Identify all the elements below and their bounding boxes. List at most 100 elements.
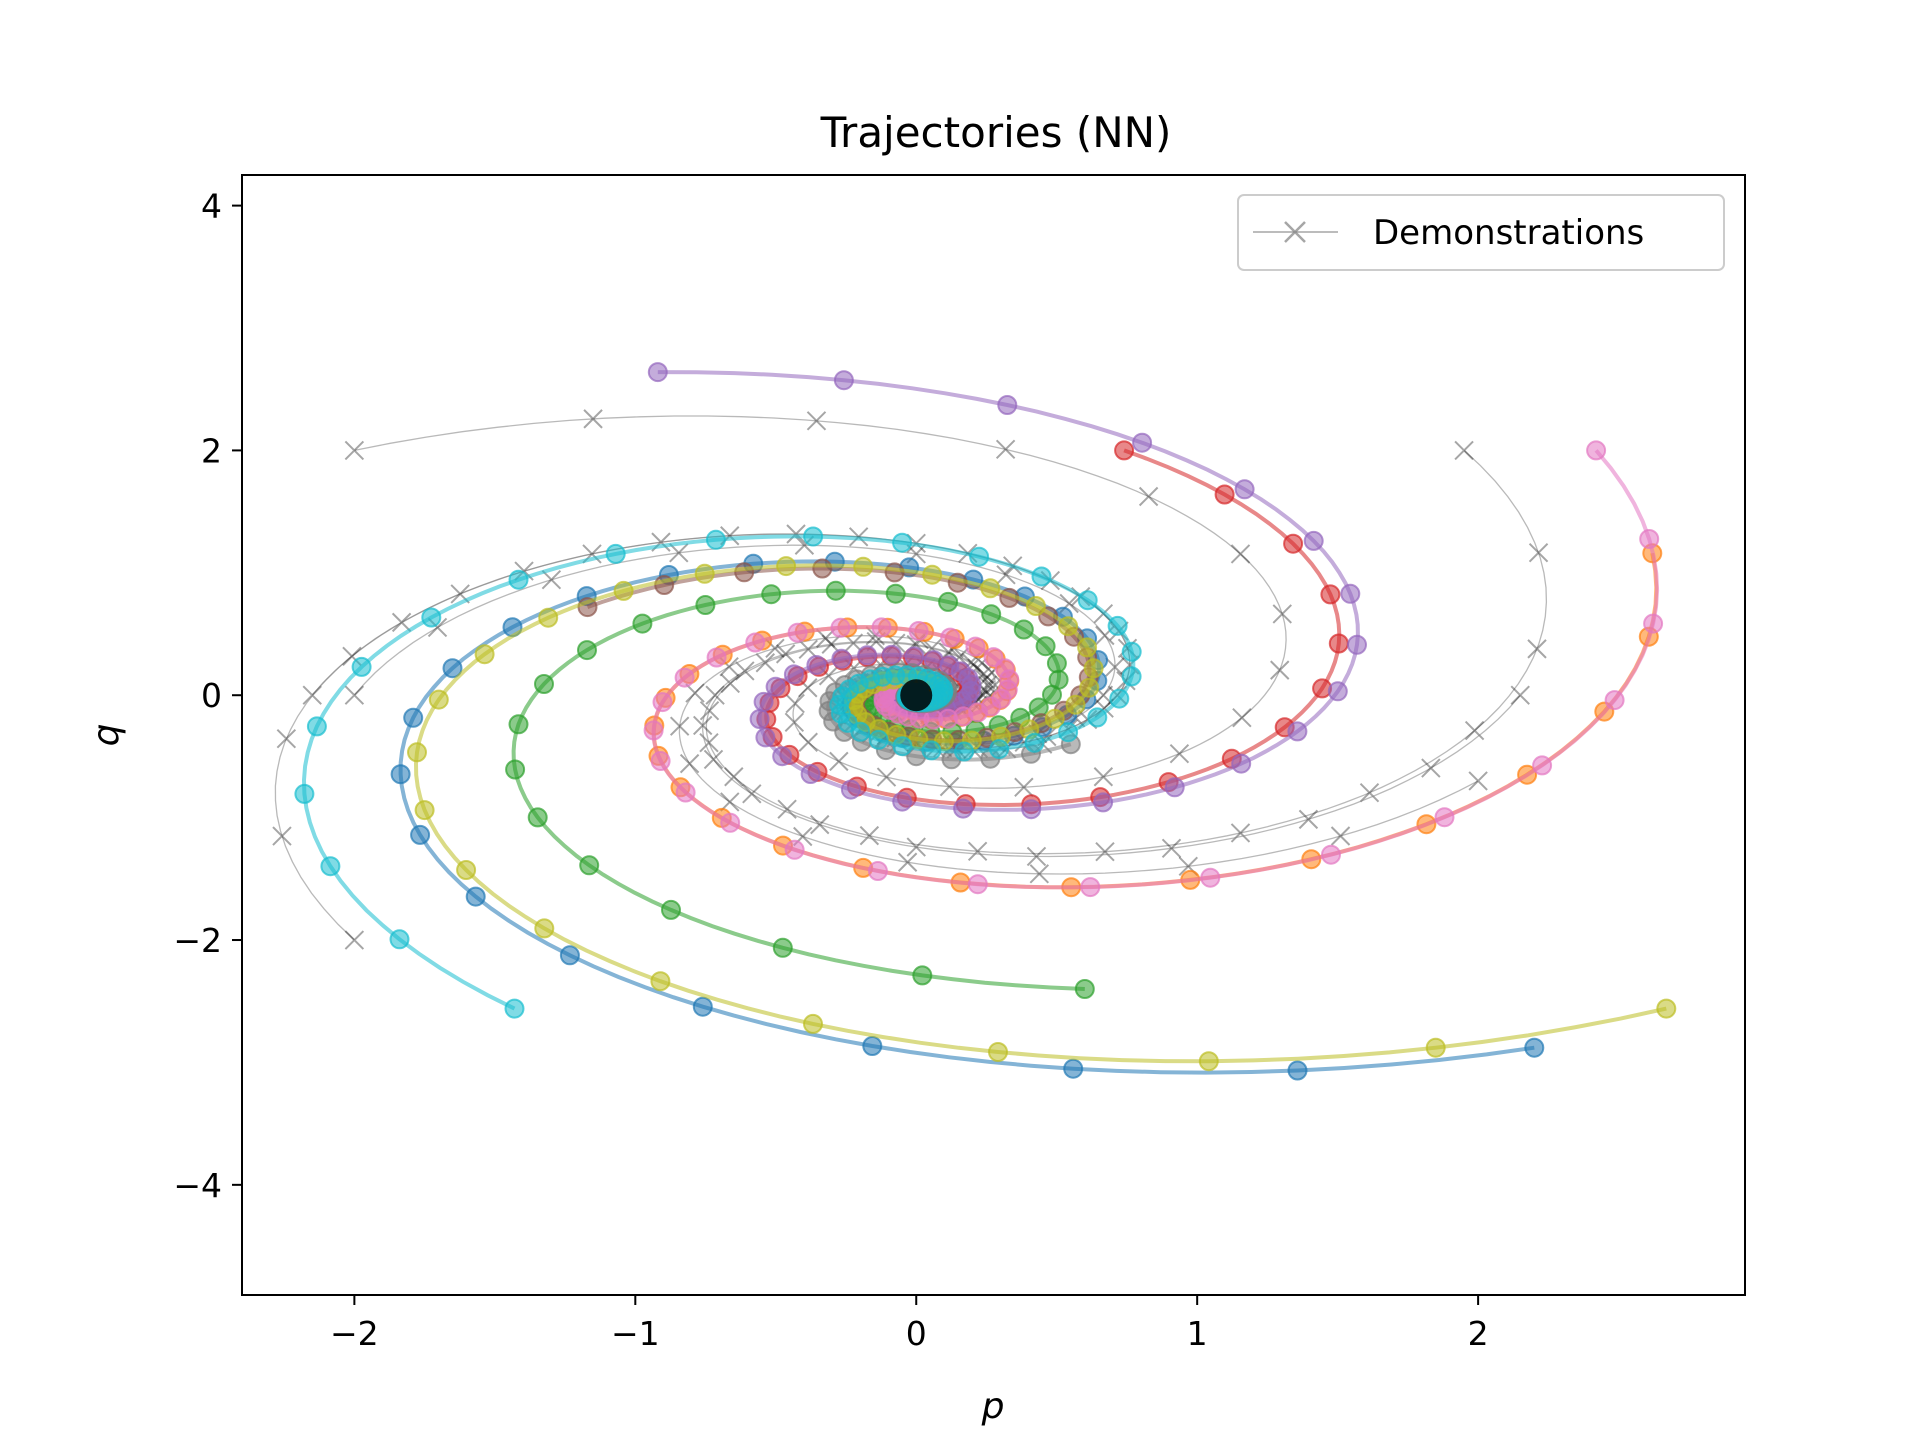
demonstration-marker xyxy=(1105,657,1125,677)
x-axis: −2 −1 0 1 2 xyxy=(330,1295,1489,1353)
nn-trajectory-point xyxy=(508,714,529,735)
nn-trajectory-point xyxy=(706,647,727,668)
nn-trajectory-point xyxy=(825,580,846,601)
nn-trajectory-point xyxy=(1121,641,1142,662)
x-tick-label: −1 xyxy=(611,1314,660,1353)
demonstration-marker xyxy=(1464,720,1485,741)
nn-trajectory-point xyxy=(320,856,341,877)
nn-trajectory-point xyxy=(1021,799,1042,820)
demonstration-marker xyxy=(785,693,805,714)
nn-trajectory-point xyxy=(745,632,766,653)
nn-trajectory-point xyxy=(1079,677,1100,698)
nn-trajectory-point xyxy=(803,526,824,547)
nn-trajectory-point xyxy=(465,886,486,907)
nn-trajectory-point xyxy=(527,807,548,828)
nn-trajectory-point xyxy=(534,918,555,939)
nn-trajectory-point xyxy=(1303,530,1324,551)
nn-trajectory-point xyxy=(940,627,961,648)
nn-trajectory-point xyxy=(1058,616,1079,637)
demonstration-marker xyxy=(724,767,744,787)
nn-trajectory-point xyxy=(694,563,715,584)
nn-trajectory-point xyxy=(692,996,713,1017)
nn-trajectory-point xyxy=(969,546,990,567)
nn-trajectory-point xyxy=(761,584,782,605)
nn-trajectory-point xyxy=(407,742,427,763)
legend-x-marker xyxy=(1284,221,1306,243)
demonstration-marker xyxy=(1095,841,1115,862)
demonstration-marker xyxy=(735,661,755,681)
nn-trajectory-point xyxy=(1024,732,1045,753)
demonstration-marker xyxy=(755,653,776,673)
nn-trajectory-point xyxy=(803,1013,823,1034)
nn-trajectory-point xyxy=(474,644,495,665)
nn-trajectory-point xyxy=(652,692,673,713)
demonstration-marker xyxy=(703,749,724,770)
nn-trajectory-point xyxy=(294,783,315,804)
nn-trajectory-point xyxy=(1093,792,1114,813)
nn-trajectory-point xyxy=(765,676,786,697)
demonstration-marker xyxy=(1093,767,1114,787)
nn-trajectory-point xyxy=(1198,1051,1219,1072)
nn-trajectory-point xyxy=(753,691,774,712)
demonstration-marker xyxy=(1014,777,1034,797)
nn-trajectory-point xyxy=(650,751,671,771)
nn-trajectory-point xyxy=(862,1036,883,1056)
nn-trajectory-point xyxy=(605,543,626,564)
y-tick-label: −2 xyxy=(173,921,222,960)
legend: Demonstrations xyxy=(1237,194,1725,271)
nn-trajectory-point xyxy=(1200,867,1221,888)
nn-trajectory-point xyxy=(559,945,580,966)
demonstration-marker xyxy=(344,930,365,950)
x-tick-label: 2 xyxy=(1468,1314,1489,1353)
nn-trajectory-point xyxy=(912,965,933,986)
demonstration-marker xyxy=(720,792,740,812)
nn-trajectory-point xyxy=(1604,690,1625,711)
nn-trajectory-point xyxy=(720,812,741,833)
demonstration-marker xyxy=(541,570,562,590)
nn-trajectory-point xyxy=(675,782,696,803)
nn-trajectory-point xyxy=(306,716,327,737)
plot-frame xyxy=(241,174,1746,1296)
nn-trajectory-point xyxy=(647,362,668,383)
y-tick-label: 0 xyxy=(201,676,222,715)
nn-trajectory-point xyxy=(1656,998,1677,1019)
demonstration-marker xyxy=(276,728,297,749)
demonstration-marker xyxy=(1138,486,1159,507)
nn-trajectory-point xyxy=(812,558,833,579)
nn-trajectory-point xyxy=(1327,681,1348,702)
nn-trajectory-point xyxy=(1434,807,1455,828)
demonstration-marker xyxy=(775,644,796,664)
nn-trajectory-point xyxy=(954,741,975,762)
nn-trajectory-point xyxy=(456,860,477,880)
nn-trajectory-point xyxy=(390,764,411,785)
nn-trajectory-point xyxy=(892,791,913,812)
nn-trajectory-point xyxy=(508,569,529,590)
nn-trajectory-point xyxy=(840,779,861,800)
nn-trajectory-point xyxy=(921,740,942,761)
nn-trajectory-point xyxy=(904,646,925,667)
nn-trajectory-point xyxy=(1164,777,1185,798)
nn-trajectory-point xyxy=(833,370,854,391)
demonstration-marker xyxy=(1272,604,1292,624)
demonstration-marker xyxy=(720,673,741,694)
demonstration-marker xyxy=(995,439,1016,460)
demonstration-marker xyxy=(679,753,700,774)
nn-trajectory-point xyxy=(695,595,716,615)
demonstration-marker xyxy=(1161,838,1182,859)
plot-area xyxy=(272,362,1677,1081)
nn-trajectory-point xyxy=(643,720,664,741)
nn-trajectory-point xyxy=(892,736,913,757)
nn-trajectory-point xyxy=(1425,1037,1446,1058)
nn-trajectory-point xyxy=(1214,484,1235,505)
nn-trajectory-point xyxy=(661,899,681,920)
nn-trajectory-point xyxy=(772,937,793,958)
demonstration-marker xyxy=(1232,707,1252,728)
nn-trajectory-point xyxy=(776,556,797,577)
nn-trajectory-point xyxy=(857,645,878,666)
nn-trajectory-point xyxy=(772,746,793,767)
demonstration-marker xyxy=(1421,758,1441,778)
y-tick-label: 2 xyxy=(201,431,222,470)
nn-trajectory-point xyxy=(389,929,410,950)
nn-trajectory-point xyxy=(1524,1037,1545,1058)
nn-trajectory-point xyxy=(885,583,906,604)
